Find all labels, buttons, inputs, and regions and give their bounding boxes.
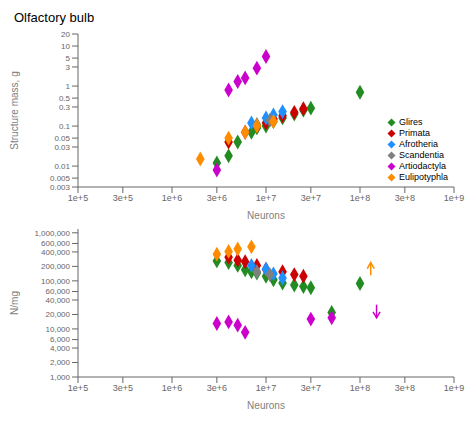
- svg-text:3: 3: [66, 63, 71, 72]
- svg-text:1e+7: 1e+7: [256, 383, 276, 393]
- svg-text:0.3: 0.3: [59, 103, 71, 112]
- html-text:Olfactory bulb: Olfactory bulb: [14, 10, 95, 25]
- svg-text:3e+7: 3e+7: [301, 193, 321, 203]
- svg-text:0.05: 0.05: [54, 134, 70, 143]
- svg-text:100,000: 100,000: [41, 277, 70, 286]
- svg-text:0.03: 0.03: [54, 143, 70, 152]
- svg-text:1e+9: 1e+9: [444, 193, 464, 203]
- svg-text:1e+5: 1e+5: [68, 383, 88, 393]
- svg-text:Neurons: Neurons: [247, 210, 285, 221]
- svg-text:3e+5: 3e+5: [113, 383, 133, 393]
- svg-text:40,000: 40,000: [46, 296, 71, 305]
- html-text:Scandentia: Scandentia: [399, 150, 444, 160]
- svg-text:20,000: 20,000: [46, 310, 71, 319]
- html-text:Artiodactyla: Artiodactyla: [399, 161, 446, 171]
- svg-text:1e+6: 1e+6: [162, 383, 182, 393]
- svg-text:2,000: 2,000: [50, 358, 71, 367]
- svg-text:3e+8: 3e+8: [395, 383, 415, 393]
- html-text:Afrotheria: Afrotheria: [399, 139, 438, 149]
- svg-text:600,000: 600,000: [41, 239, 70, 248]
- svg-text:0.01: 0.01: [54, 162, 70, 171]
- svg-text:10,000: 10,000: [46, 325, 71, 334]
- svg-text:1,000,000: 1,000,000: [34, 229, 70, 238]
- svg-text:N/mg: N/mg: [9, 291, 20, 315]
- svg-text:1,000: 1,000: [50, 373, 71, 382]
- svg-text:200,000: 200,000: [41, 262, 70, 271]
- svg-text:10: 10: [61, 42, 70, 51]
- svg-text:0.5: 0.5: [59, 94, 71, 103]
- svg-text:4,000: 4,000: [50, 344, 71, 353]
- svg-text:1e+6: 1e+6: [162, 193, 182, 203]
- svg-text:1e+7: 1e+7: [256, 193, 276, 203]
- svg-text:0.1: 0.1: [59, 122, 71, 131]
- svg-text:3e+6: 3e+6: [207, 193, 227, 203]
- svg-text:1e+9: 1e+9: [444, 383, 464, 393]
- svg-text:Neurons: Neurons: [247, 400, 285, 411]
- svg-text:3e+6: 3e+6: [207, 383, 227, 393]
- html-text:Glires: Glires: [399, 117, 423, 127]
- svg-text:3e+8: 3e+8: [395, 193, 415, 203]
- svg-text:5: 5: [66, 54, 71, 63]
- svg-text:1: 1: [66, 82, 71, 91]
- svg-text:3e+7: 3e+7: [301, 383, 321, 393]
- svg-text:1e+8: 1e+8: [350, 193, 370, 203]
- svg-text:400,000: 400,000: [41, 248, 70, 257]
- svg-text:6,000: 6,000: [50, 335, 71, 344]
- html-text:Eulipotyphla: Eulipotyphla: [399, 172, 448, 182]
- svg-text:60,000: 60,000: [46, 287, 71, 296]
- svg-text:0.003: 0.003: [50, 183, 71, 192]
- svg-text:20: 20: [61, 30, 70, 39]
- svg-text:3e+5: 3e+5: [113, 193, 133, 203]
- html-text:Primata: Primata: [399, 128, 430, 138]
- svg-text:1e+5: 1e+5: [68, 193, 88, 203]
- svg-text:0.005: 0.005: [50, 174, 71, 183]
- svg-text:Structure mass, g: Structure mass, g: [9, 71, 20, 149]
- svg-text:1e+8: 1e+8: [350, 383, 370, 393]
